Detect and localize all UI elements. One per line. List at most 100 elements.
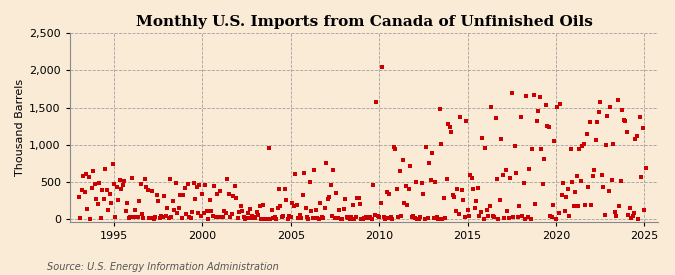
Point (620, 119, 630, 123)
Point (223, 192, 234, 197)
Point (599, 213, 610, 217)
Point (618, 118, 629, 122)
Point (522, 215, 533, 219)
Point (490, 116, 501, 120)
Point (500, 168, 511, 172)
Point (325, 183, 336, 188)
Point (257, 202, 268, 207)
Point (129, 208, 140, 212)
Point (196, 214, 207, 218)
Point (324, 195, 335, 200)
Point (506, 91, 517, 95)
Point (418, 191, 429, 196)
Point (329, 216, 340, 220)
Point (630, 137, 641, 141)
Point (247, 214, 258, 218)
Point (424, 161, 435, 166)
Point (423, 215, 433, 220)
Point (237, 209, 248, 214)
Point (175, 193, 186, 197)
Point (145, 216, 156, 220)
Point (536, 147, 547, 151)
Point (265, 216, 275, 221)
Point (331, 191, 342, 195)
Point (281, 197, 292, 202)
Point (354, 202, 365, 206)
Point (586, 203, 597, 207)
Point (387, 217, 398, 221)
Point (433, 216, 443, 221)
Point (266, 207, 277, 212)
Point (262, 217, 273, 221)
Point (132, 215, 143, 219)
Point (187, 209, 198, 214)
Point (596, 173, 607, 177)
Point (462, 207, 473, 212)
Point (627, 214, 638, 218)
Point (415, 214, 426, 219)
Point (545, 214, 556, 218)
Point (416, 181, 427, 185)
Point (591, 138, 601, 142)
Point (454, 212, 464, 217)
Point (489, 215, 500, 219)
Point (306, 209, 317, 213)
Point (549, 139, 560, 143)
Point (626, 216, 637, 220)
Point (88, 169, 99, 174)
Point (458, 198, 468, 202)
Point (358, 216, 369, 221)
Point (343, 216, 354, 220)
Point (556, 193, 567, 197)
Point (352, 196, 362, 200)
Point (309, 167, 320, 172)
Point (333, 216, 344, 220)
Point (624, 206, 635, 210)
Point (240, 217, 250, 221)
Point (377, 64, 387, 69)
Title: Monthly U.S. Imports from Canada of Unfinished Oils: Monthly U.S. Imports from Canada of Unfi… (136, 15, 593, 29)
Point (116, 187, 127, 191)
Point (221, 211, 232, 215)
Point (555, 101, 566, 106)
Point (405, 164, 416, 169)
Point (346, 214, 356, 219)
Point (151, 193, 162, 197)
Point (565, 147, 576, 152)
Point (527, 147, 538, 151)
Point (302, 214, 313, 219)
Point (496, 136, 507, 141)
Point (342, 215, 352, 219)
Point (484, 204, 495, 208)
Point (294, 212, 305, 217)
Point (509, 143, 520, 148)
Text: Source: U.S. Energy Information Administration: Source: U.S. Energy Information Administ… (47, 262, 279, 272)
Point (82, 207, 93, 211)
Point (277, 215, 288, 220)
Point (439, 196, 450, 200)
Point (505, 176, 516, 180)
Point (217, 214, 228, 219)
Point (428, 215, 439, 220)
Point (390, 146, 401, 151)
Point (312, 216, 323, 221)
Point (394, 168, 405, 173)
Point (230, 184, 240, 189)
Point (313, 217, 324, 221)
Point (533, 109, 543, 113)
Point (134, 199, 144, 204)
Point (580, 202, 591, 207)
Point (639, 208, 650, 212)
Point (512, 214, 523, 219)
Point (465, 173, 476, 178)
Point (335, 216, 346, 221)
Point (225, 215, 236, 219)
Point (126, 176, 137, 180)
Point (244, 207, 255, 211)
Point (75, 216, 86, 221)
Point (554, 211, 564, 215)
Point (160, 214, 171, 218)
Point (353, 196, 364, 200)
Point (200, 183, 211, 187)
Point (99, 197, 109, 202)
